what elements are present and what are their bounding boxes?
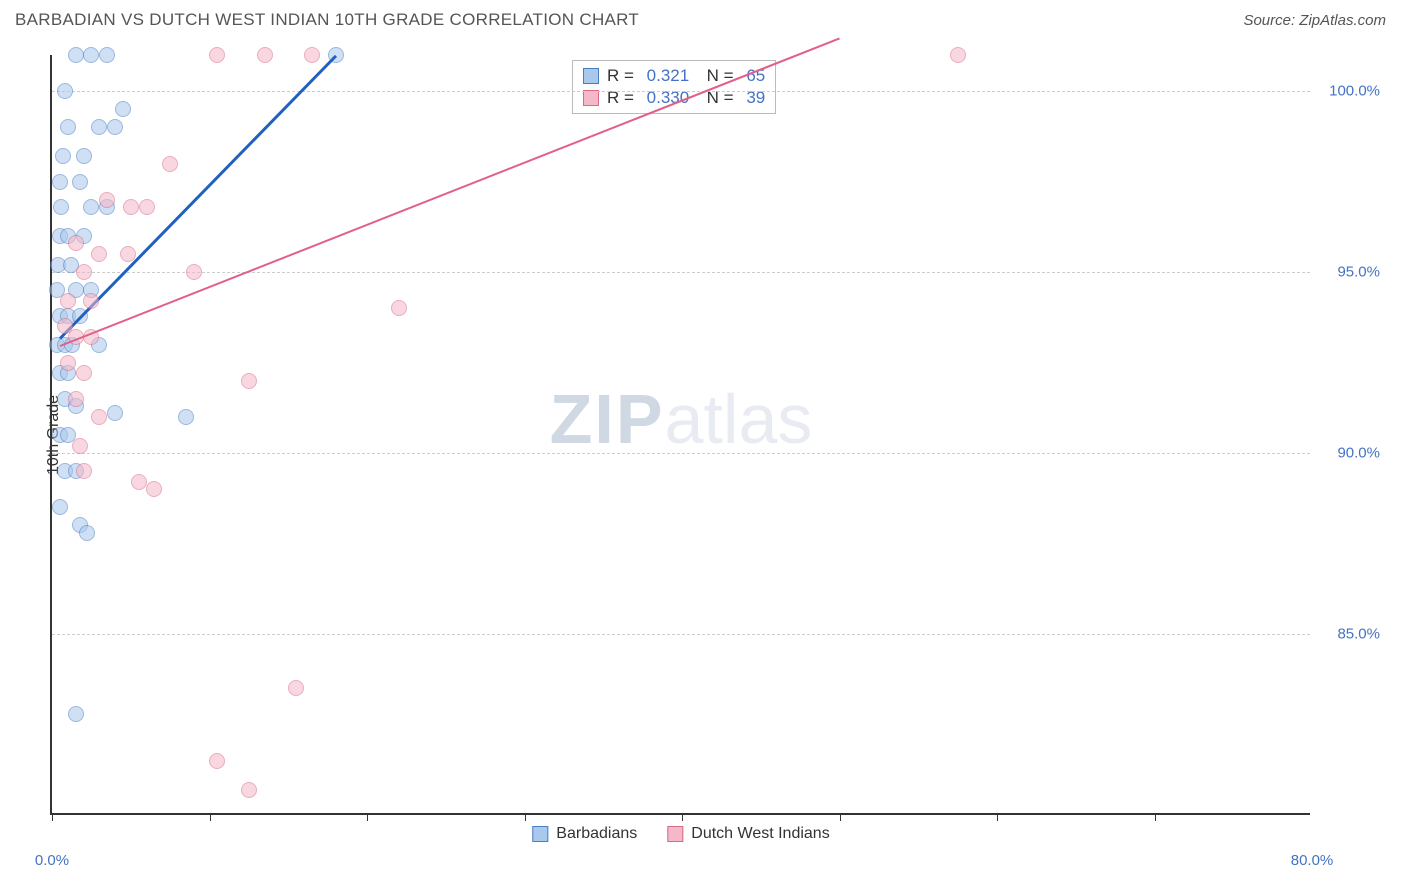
data-point-barbadians bbox=[107, 405, 123, 421]
data-point-barbadians bbox=[60, 119, 76, 135]
legend-swatch bbox=[667, 826, 683, 842]
data-point-dutch bbox=[99, 192, 115, 208]
x-tick bbox=[525, 813, 526, 821]
watermark: ZIPatlas bbox=[550, 379, 813, 459]
legend-swatch bbox=[532, 826, 548, 842]
x-tick bbox=[367, 813, 368, 821]
x-tick bbox=[682, 813, 683, 821]
data-point-barbadians bbox=[68, 706, 84, 722]
chart-header: BARBADIAN VS DUTCH WEST INDIAN 10TH GRAD… bbox=[0, 0, 1406, 35]
data-point-barbadians bbox=[52, 499, 68, 515]
x-tick bbox=[52, 813, 53, 821]
watermark-atlas: atlas bbox=[665, 380, 813, 458]
data-point-dutch bbox=[76, 365, 92, 381]
y-tick-label: 95.0% bbox=[1320, 264, 1380, 281]
data-point-dutch bbox=[257, 47, 273, 63]
data-point-barbadians bbox=[83, 199, 99, 215]
x-tick bbox=[997, 813, 998, 821]
data-point-barbadians bbox=[55, 148, 71, 164]
x-tick bbox=[840, 813, 841, 821]
data-point-dutch bbox=[391, 300, 407, 316]
data-point-barbadians bbox=[107, 119, 123, 135]
data-point-barbadians bbox=[57, 83, 73, 99]
data-point-dutch bbox=[120, 246, 136, 262]
data-point-barbadians bbox=[99, 47, 115, 63]
data-point-dutch bbox=[241, 373, 257, 389]
data-point-barbadians bbox=[72, 174, 88, 190]
data-point-dutch bbox=[68, 235, 84, 251]
data-point-barbadians bbox=[76, 148, 92, 164]
legend-item: Barbadians bbox=[532, 825, 637, 843]
data-point-barbadians bbox=[68, 47, 84, 63]
data-point-dutch bbox=[60, 293, 76, 309]
grid-line bbox=[52, 634, 1310, 635]
chart-title: BARBADIAN VS DUTCH WEST INDIAN 10TH GRAD… bbox=[15, 10, 639, 30]
plot-area: ZIPatlas R = 0.321 N = 65R = 0.330 N = 3… bbox=[50, 55, 1310, 815]
y-tick-label: 100.0% bbox=[1320, 83, 1380, 100]
data-point-dutch bbox=[209, 753, 225, 769]
data-point-dutch bbox=[76, 264, 92, 280]
data-point-dutch bbox=[72, 438, 88, 454]
grid-line bbox=[52, 453, 1310, 454]
chart-source: Source: ZipAtlas.com bbox=[1243, 12, 1386, 29]
y-tick-label: 85.0% bbox=[1320, 626, 1380, 643]
chart-container: 10th Grade ZIPatlas R = 0.321 N = 65R = … bbox=[50, 55, 1390, 815]
stats-swatch bbox=[583, 68, 599, 84]
data-point-dutch bbox=[950, 47, 966, 63]
data-point-dutch bbox=[83, 293, 99, 309]
data-point-dutch bbox=[209, 47, 225, 63]
y-tick-label: 90.0% bbox=[1320, 445, 1380, 462]
data-point-dutch bbox=[139, 199, 155, 215]
legend-label: Dutch West Indians bbox=[691, 825, 829, 843]
watermark-zip: ZIP bbox=[550, 380, 665, 458]
data-point-barbadians bbox=[53, 199, 69, 215]
x-tick bbox=[1155, 813, 1156, 821]
x-tick bbox=[210, 813, 211, 821]
stats-box: R = 0.321 N = 65R = 0.330 N = 39 bbox=[572, 60, 776, 114]
legend-item: Dutch West Indians bbox=[667, 825, 829, 843]
data-point-dutch bbox=[304, 47, 320, 63]
data-point-barbadians bbox=[91, 119, 107, 135]
data-point-barbadians bbox=[79, 525, 95, 541]
data-point-barbadians bbox=[178, 409, 194, 425]
data-point-dutch bbox=[131, 474, 147, 490]
stats-n-label: N = bbox=[697, 66, 738, 86]
trend-line-dutch bbox=[60, 37, 840, 346]
x-tick-label: 0.0% bbox=[35, 852, 69, 869]
stats-swatch bbox=[583, 90, 599, 106]
data-point-barbadians bbox=[83, 47, 99, 63]
legend-label: Barbadians bbox=[556, 825, 637, 843]
stats-r-label: R = bbox=[607, 66, 639, 86]
data-point-dutch bbox=[162, 156, 178, 172]
data-point-dutch bbox=[60, 355, 76, 371]
data-point-dutch bbox=[68, 391, 84, 407]
data-point-dutch bbox=[288, 680, 304, 696]
data-point-dutch bbox=[123, 199, 139, 215]
data-point-barbadians bbox=[115, 101, 131, 117]
data-point-dutch bbox=[91, 246, 107, 262]
data-point-dutch bbox=[146, 481, 162, 497]
data-point-dutch bbox=[241, 782, 257, 798]
series-legend: Barbadians Dutch West Indians bbox=[532, 825, 829, 843]
stats-r-value: 0.321 bbox=[647, 66, 690, 86]
stats-row: R = 0.321 N = 65 bbox=[583, 65, 765, 87]
data-point-dutch bbox=[76, 463, 92, 479]
x-tick-label: 80.0% bbox=[1291, 852, 1334, 869]
data-point-dutch bbox=[186, 264, 202, 280]
data-point-barbadians bbox=[52, 174, 68, 190]
grid-line bbox=[52, 91, 1310, 92]
data-point-dutch bbox=[91, 409, 107, 425]
